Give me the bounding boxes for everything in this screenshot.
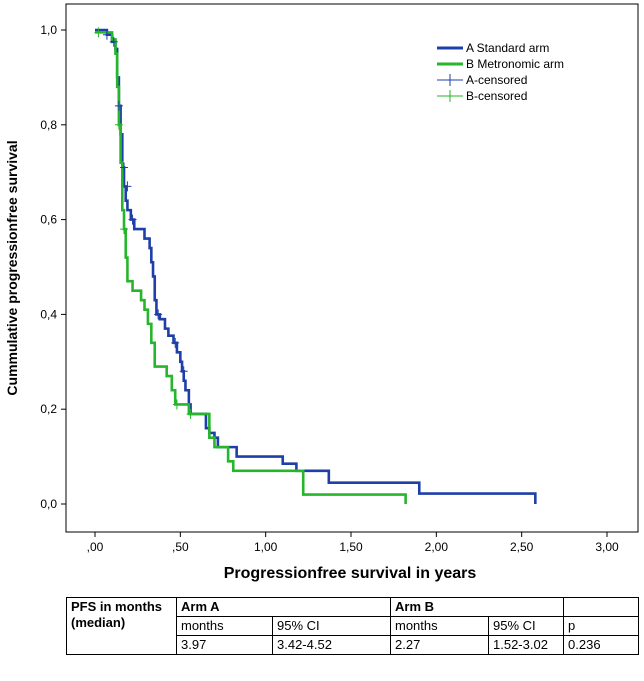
x-tick-label-2: 1,00 xyxy=(254,540,278,554)
x-tick-label-1: ,50 xyxy=(172,540,189,554)
censor-mark-b-3 xyxy=(172,399,181,410)
arm-a-header: Arm A xyxy=(176,597,391,617)
legend-label-b: B Metronomic arm xyxy=(466,57,564,71)
p-label: p xyxy=(563,616,640,636)
ci-a-label: 95% CI xyxy=(272,616,391,636)
censor-mark-b-4 xyxy=(186,408,195,419)
legend-label-b-censored: B-censored xyxy=(466,89,527,103)
months-b-label: months xyxy=(390,616,489,636)
censor-mark-b-2 xyxy=(120,224,129,235)
table-row: PFS in months (median) Arm A Arm B xyxy=(66,597,640,655)
p-value: 0.236 xyxy=(563,635,640,655)
y-tick-label-0: 0,0 xyxy=(40,497,57,511)
censor-mark-a-0 xyxy=(102,29,111,40)
ci-b-label: 95% CI xyxy=(487,616,565,636)
censor-mark-a-6 xyxy=(154,309,163,320)
months-b-value: 2.27 xyxy=(390,635,489,655)
legend: A Standard arm B Metronomic arm A-censor… xyxy=(437,41,564,103)
censor-mark-b-1 xyxy=(114,119,123,130)
x-axis-title: Progressionfree survival in years xyxy=(224,565,477,582)
y-tick-label-5: 1,0 xyxy=(40,23,57,37)
plot-frame xyxy=(65,3,639,533)
x-tick-label-4: 2,00 xyxy=(425,540,449,554)
censor-mark-a-8 xyxy=(179,366,188,377)
censor-mark-a-5 xyxy=(128,214,137,225)
pfs-header-cell: PFS in months (median) xyxy=(66,597,177,655)
arm-b-header: Arm B xyxy=(389,597,565,617)
pfs-header-line2: (median) xyxy=(71,615,126,630)
table-row: 3.97 3.42-4.52 2.27 1.52-3.02 0.236 xyxy=(67,635,640,655)
censor-mark-a-3 xyxy=(120,162,129,173)
x-tick-label-6: 3,00 xyxy=(595,540,619,554)
censor-mark-a-4 xyxy=(123,181,132,192)
y-tick-label-2: 0,4 xyxy=(40,307,57,321)
pfs-header-line1: PFS in months xyxy=(71,599,162,614)
months-a-label: months xyxy=(176,616,273,636)
legend-label-a: A Standard arm xyxy=(466,41,549,55)
x-tick-label-0: ,00 xyxy=(87,540,104,554)
table-row: months 95% CI months 95% CI p xyxy=(67,616,640,636)
censor-mark-a-1 xyxy=(109,36,118,47)
legend-label-a-censored: A-censored xyxy=(466,73,527,87)
censor-mark-a-7 xyxy=(171,337,180,348)
y-tick-label-3: 0,6 xyxy=(40,213,57,227)
ci-a-value: 3.42-4.52 xyxy=(272,635,391,655)
y-tick-label-4: 0,8 xyxy=(40,118,57,132)
km-chart: ,00 ,50 1,00 1,50 2,00 2,50 3,00 0,0 0,2 0,4 0,6 0,… xyxy=(4,3,639,582)
x-tick-label-5: 2,50 xyxy=(510,540,534,554)
empty-header-cell xyxy=(563,597,640,617)
y-tick-label-1: 0,2 xyxy=(40,402,57,416)
ci-b-value: 1.52-3.02 xyxy=(487,635,565,655)
months-a-value: 3.97 xyxy=(176,635,273,655)
series-line-a xyxy=(95,28,537,504)
censor-markers xyxy=(94,27,195,419)
censor-mark-a-2 xyxy=(114,100,123,111)
censor-mark-b-0 xyxy=(94,27,103,38)
x-tick-label-3: 1,50 xyxy=(339,540,363,554)
axis-ticks: ,00 ,50 1,00 1,50 2,00 2,50 3,00 0,0 0,2 0,4 0,6 0,… xyxy=(40,23,619,554)
pfs-table: PFS in months (median) Arm A Arm B month… xyxy=(66,597,640,655)
y-axis-title: Cummulative progressionfree survival xyxy=(4,140,20,395)
